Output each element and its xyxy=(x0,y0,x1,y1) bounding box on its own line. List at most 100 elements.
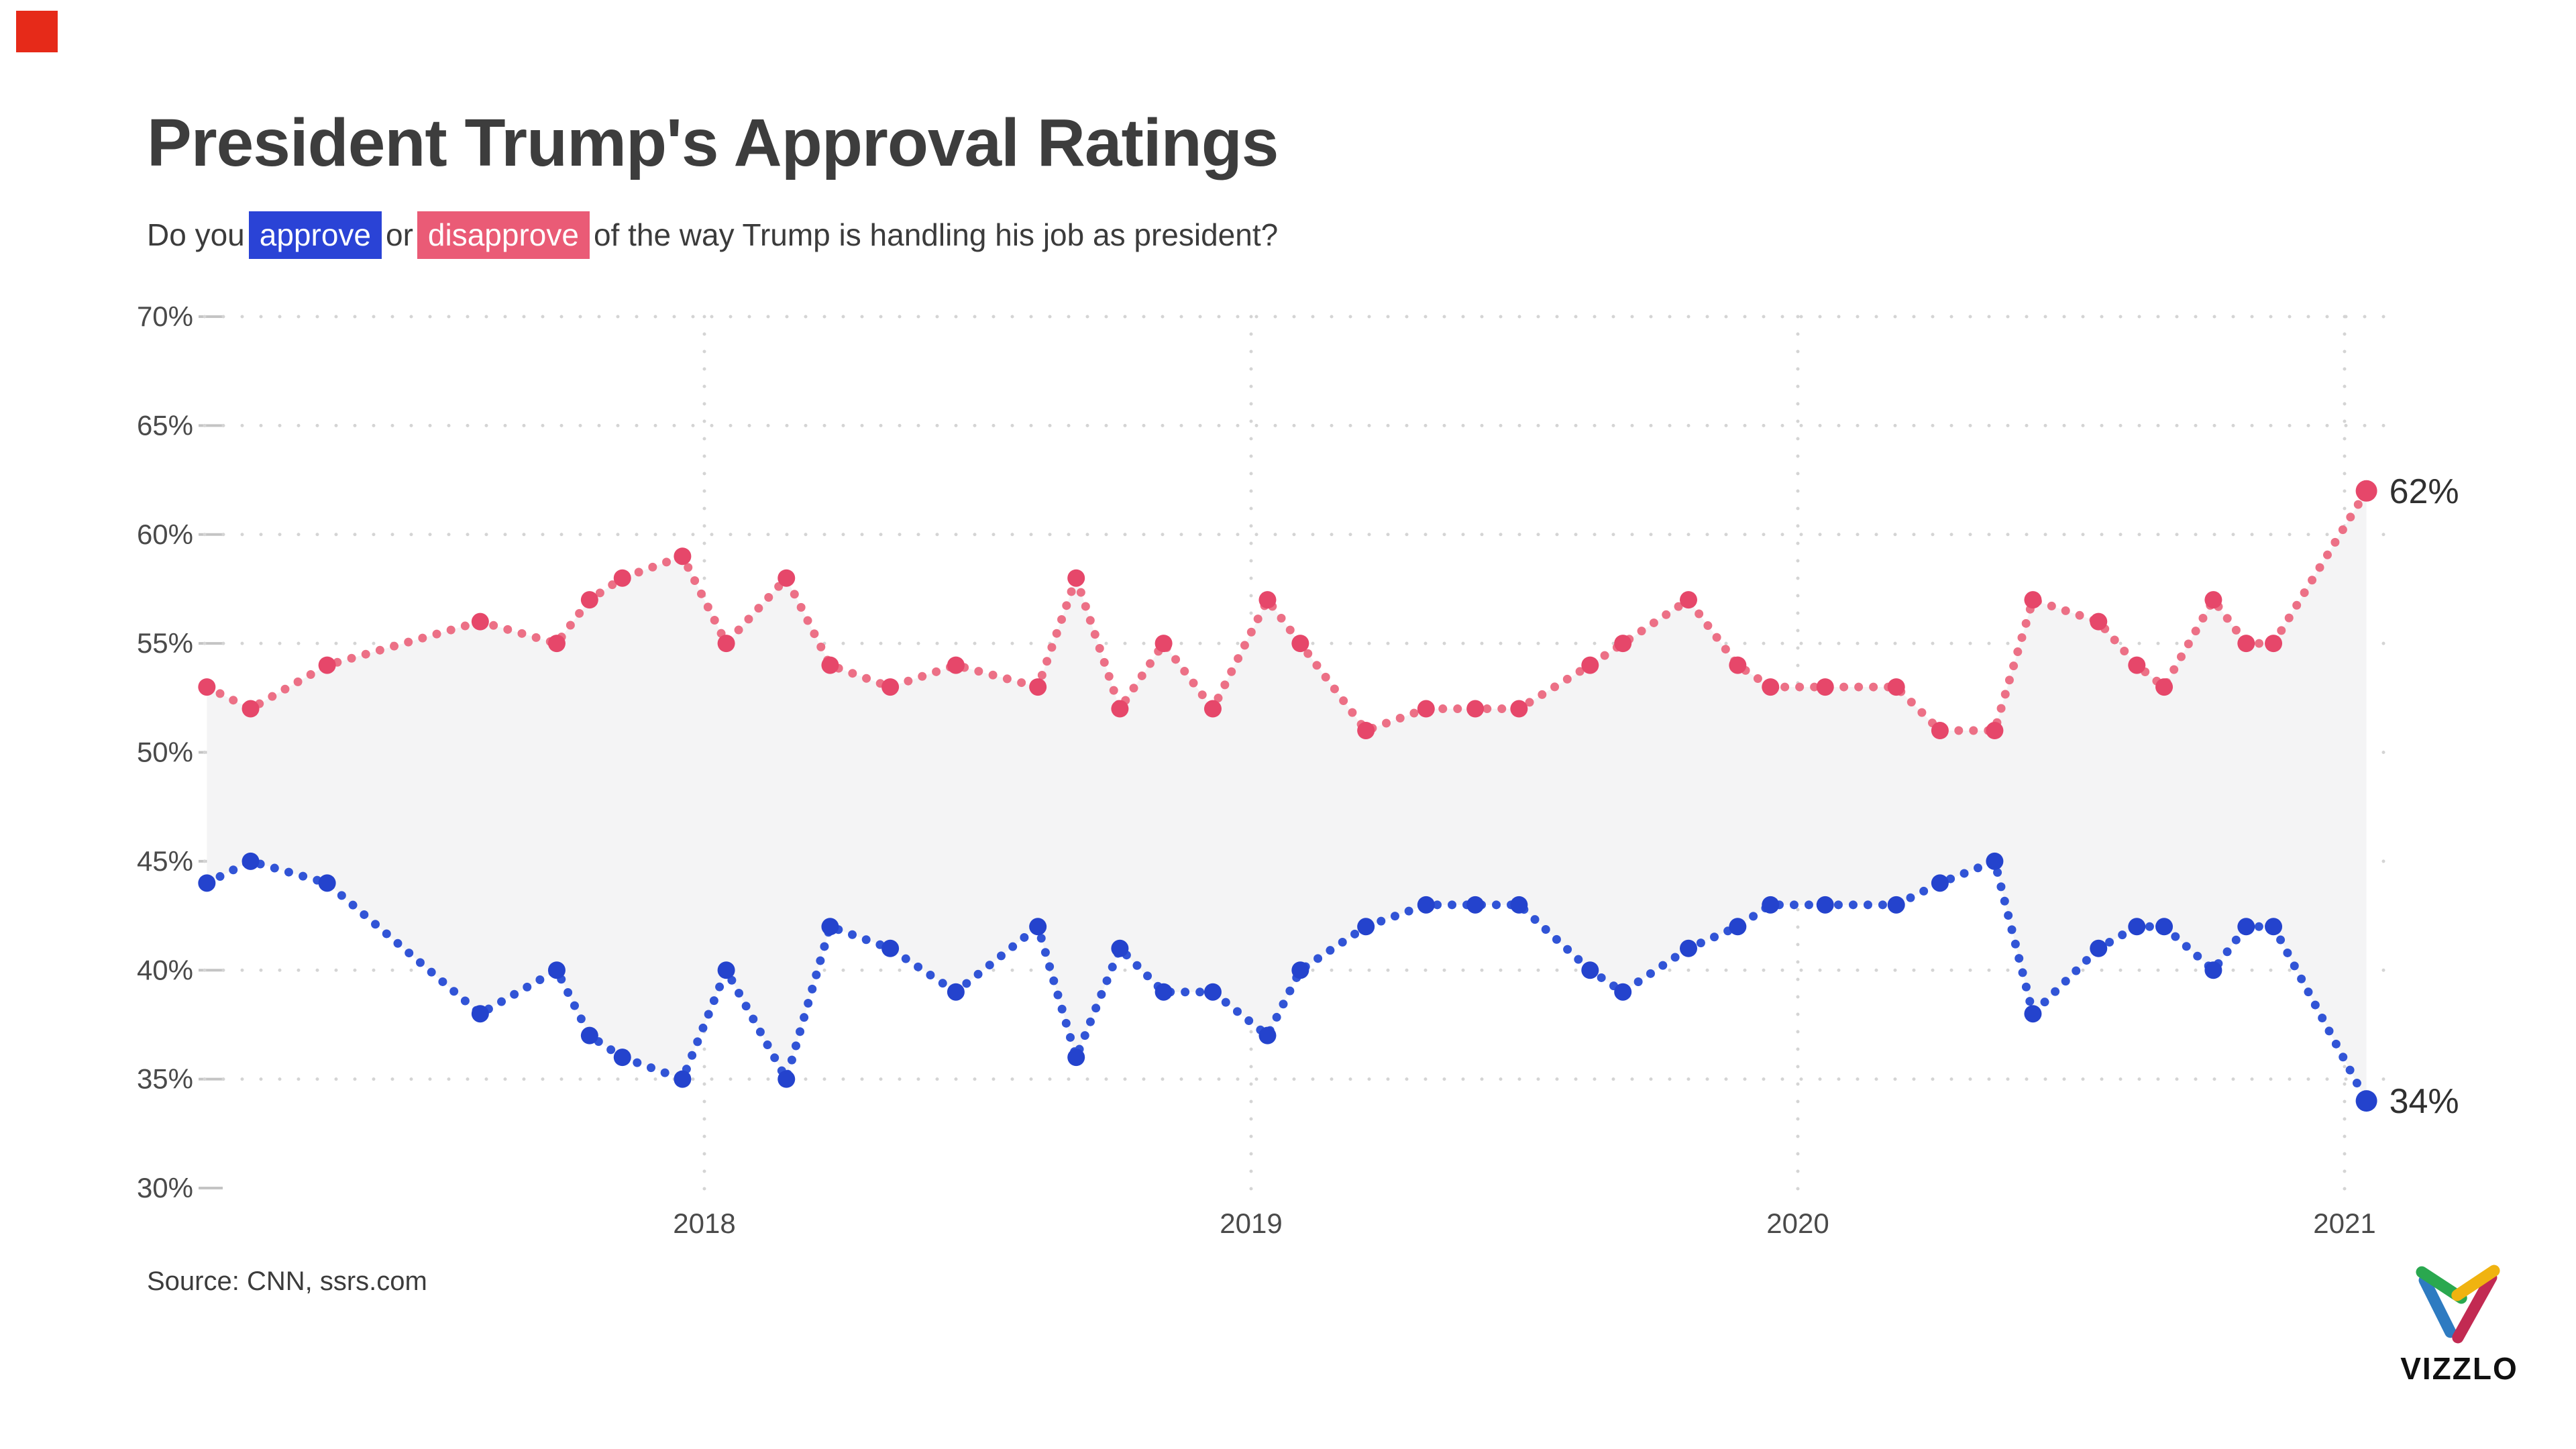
subtitle-suffix: of the way Trump is handling his job as … xyxy=(593,217,1279,252)
disapprove-poll-dot xyxy=(1816,678,1834,696)
disapprove-poll-dot xyxy=(318,656,336,674)
disapprove-poll-dot xyxy=(1729,656,1747,674)
disapprove-poll-dot xyxy=(2024,591,2042,609)
disapprove-poll-dot xyxy=(1111,700,1129,718)
page-title: President Trump's Approval Ratings xyxy=(147,105,1279,180)
approve-poll-dot xyxy=(881,939,900,957)
approve-poll-dot xyxy=(1357,918,1375,936)
area-fill xyxy=(207,490,2367,1102)
approve-poll-dot xyxy=(1258,1026,1277,1044)
disapprove-poll-dot xyxy=(1357,722,1375,740)
approve-poll-dot xyxy=(2024,1005,2042,1023)
approve-poll-dot xyxy=(1067,1049,1085,1067)
disapprove-poll-dot xyxy=(881,678,900,696)
disapprove-poll-dot xyxy=(821,656,839,674)
approve-poll-dot xyxy=(717,961,735,979)
disapprove-poll-dot xyxy=(717,635,735,653)
disapprove-poll-dot xyxy=(777,569,796,587)
approve-poll-dot xyxy=(1931,874,1949,892)
y-tick-label: 55% xyxy=(137,627,193,659)
disapprove-poll-dot xyxy=(1762,678,1780,696)
disapprove-poll-dot xyxy=(2128,656,2146,674)
disapprove-dotted-line xyxy=(202,486,2371,736)
y-tick-label: 40% xyxy=(137,954,193,985)
approve-poll-dot xyxy=(2237,918,2255,936)
between-series-band xyxy=(207,490,2367,1102)
y-tick-label: 35% xyxy=(137,1063,193,1095)
approve-poll-dot xyxy=(1291,961,1309,979)
approve-poll-dot xyxy=(2155,918,2174,936)
y-tick-label: 45% xyxy=(137,845,193,877)
disapprove-poll-dot xyxy=(1417,700,1435,718)
y-tick-label: 70% xyxy=(137,301,193,332)
end-label-approve: 34% xyxy=(2390,1082,2459,1121)
approve-poll-dot xyxy=(1887,896,1905,914)
end-label-disapprove: 62% xyxy=(2390,472,2459,511)
disapprove-poll-dot xyxy=(580,591,598,609)
vizzlo-mark-icon xyxy=(2416,1265,2500,1344)
vizzlo-logo: VIZZLO xyxy=(2399,1263,2520,1387)
y-tick-label: 60% xyxy=(137,519,193,550)
disapprove-poll-dot xyxy=(2204,591,2222,609)
approve-poll-dot xyxy=(2090,939,2108,957)
approve-poll-dot xyxy=(1581,961,1599,979)
disapprove-poll-dot xyxy=(613,569,631,587)
disapprove-poll-dot xyxy=(1029,678,1047,696)
approve-poll-dot xyxy=(1111,939,1129,957)
x-tick-label: 2019 xyxy=(1220,1208,1282,1239)
x-tick-label: 2020 xyxy=(1766,1208,1829,1239)
approve-poll-dot xyxy=(1510,896,1528,914)
x-tick-label: 2018 xyxy=(673,1208,735,1239)
y-tick-label: 30% xyxy=(137,1172,193,1203)
disapprove-poll-dot xyxy=(2237,635,2255,653)
source-note: Source: CNN, ssrs.com xyxy=(147,1267,427,1296)
approve-poll-dot xyxy=(1203,983,1222,1001)
disapprove-poll-dot xyxy=(471,612,489,631)
subtitle-prefix: Do you xyxy=(147,217,245,252)
approve-poll-dot xyxy=(777,1070,796,1088)
approve-poll-dot xyxy=(1155,983,1173,1001)
disapprove-poll-dot xyxy=(1291,635,1309,653)
disapprove-poll-dot xyxy=(1067,569,1085,587)
approve-poll-dot xyxy=(471,1005,489,1023)
approve-poll-dot xyxy=(241,852,260,870)
disapprove-poll-dot xyxy=(1258,591,1277,609)
approve-poll-dot xyxy=(1614,983,1632,1001)
disapprove-poll-dot xyxy=(1614,635,1632,653)
chart-question: Do you approve or disapprove of the way Trum… xyxy=(147,208,1278,262)
approve-poll-dot xyxy=(318,874,336,892)
disapprove-poll-dot xyxy=(2090,612,2108,631)
approve-poll-dot xyxy=(821,918,839,936)
disapprove-poll-dot xyxy=(1203,700,1222,718)
approve-poll-dot xyxy=(1816,896,1834,914)
approve-poll-dot xyxy=(2355,1090,2377,1112)
series-dots xyxy=(198,480,2377,1112)
y-tick-label: 50% xyxy=(137,737,193,768)
disapprove-poll-dot xyxy=(1887,678,1905,696)
approve-poll-dot xyxy=(1029,918,1047,936)
disapprove-poll-dot xyxy=(1466,700,1485,718)
approve-poll-dot xyxy=(198,874,216,892)
approve-chip: approve xyxy=(248,211,382,260)
approve-poll-dot xyxy=(1729,918,1747,936)
disapprove-poll-dot xyxy=(1155,635,1173,653)
approve-poll-dot xyxy=(1680,939,1697,957)
approve-poll-dot xyxy=(674,1070,692,1088)
approve-poll-dot xyxy=(2265,918,2283,936)
subtitle-middle: or xyxy=(385,217,413,252)
disapprove-poll-dot xyxy=(2355,480,2377,502)
disapprove-poll-dot xyxy=(198,678,216,696)
axis-labels: 70% 65% 60% 55% 50% 45% 40% 35% 30% 2018 2019 2020 2… xyxy=(137,301,2459,1239)
approve-poll-dot xyxy=(1986,852,2004,870)
disapprove-poll-dot xyxy=(1986,722,2004,740)
vizzlo-wordmark: VIZZLO xyxy=(2400,1351,2518,1386)
approve-poll-dot xyxy=(1417,896,1435,914)
disapprove-chip: disapprove xyxy=(417,211,590,260)
disapprove-poll-dot xyxy=(2265,635,2283,653)
y-tick-label: 65% xyxy=(137,409,193,441)
brand-marker xyxy=(16,11,58,52)
disapprove-poll-dot xyxy=(674,547,692,566)
approve-poll-dot xyxy=(2204,961,2222,979)
